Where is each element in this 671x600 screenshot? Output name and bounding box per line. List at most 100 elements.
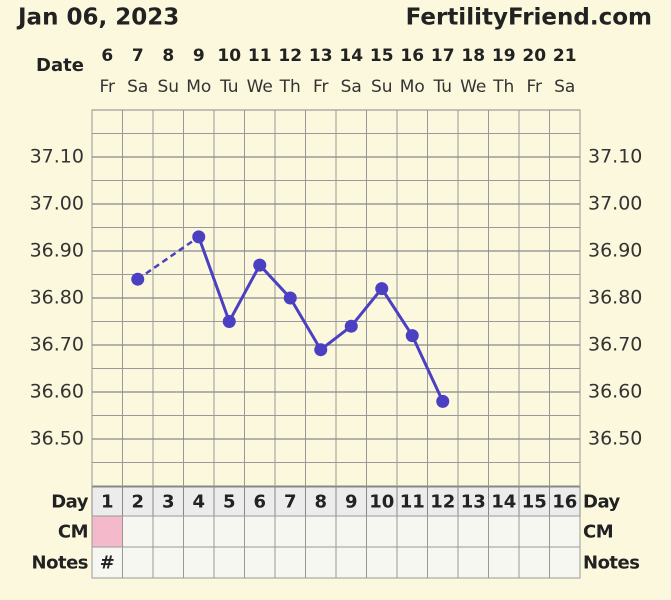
y-tick-label-right: 36.50	[588, 428, 642, 450]
weekday-label: Th	[279, 77, 301, 97]
cm-cell	[427, 515, 459, 548]
notes-cell	[305, 546, 337, 579]
weekday-label: Fr	[99, 77, 115, 97]
cycle-day: 15	[522, 492, 547, 513]
weekday-label: Fr	[313, 77, 329, 97]
notes-cell	[183, 546, 215, 579]
day-cell	[305, 486, 337, 517]
temperature-point	[283, 291, 297, 305]
y-tick-label-right: 36.70	[588, 334, 642, 356]
cm-cell	[213, 515, 245, 548]
temperature-point	[131, 272, 145, 286]
y-tick-label: 36.60	[30, 381, 84, 403]
weekday-label: Sa	[341, 77, 362, 97]
weekday-label: Sa	[554, 77, 575, 97]
notes-cell	[427, 546, 459, 579]
row-label: CM	[58, 522, 88, 543]
y-tick-label: 36.70	[30, 334, 84, 356]
cm-cell	[274, 515, 306, 548]
temperature-point	[314, 343, 328, 357]
cycle-day: 4	[192, 492, 205, 513]
site-name: FertilityFriend.com	[406, 5, 652, 31]
weekday-label: Mo	[400, 77, 425, 97]
date-label: 18	[461, 46, 485, 66]
date-label: 8	[162, 46, 174, 66]
cm-cell	[152, 515, 184, 548]
weekday-label: We	[460, 77, 486, 97]
date-label: 6	[101, 46, 113, 66]
y-tick-label-right: 36.80	[588, 287, 642, 309]
date-label: 15	[370, 46, 394, 66]
temperature-point	[405, 329, 419, 343]
date-label: 12	[278, 46, 302, 66]
cycle-day: 2	[131, 492, 144, 513]
notes-cell	[335, 546, 367, 579]
day-cell	[488, 486, 520, 517]
weekday-label: Tu	[432, 77, 452, 97]
y-tick-label: 36.80	[30, 287, 84, 309]
notes-cell	[457, 546, 489, 579]
cycle-day: 1	[101, 492, 114, 513]
notes-cell	[274, 546, 306, 579]
notes-mark: #	[100, 553, 115, 574]
day-cell	[122, 486, 154, 517]
weekday-label: Mo	[186, 77, 211, 97]
row-label-right: CM	[583, 522, 613, 543]
cm-cell	[122, 515, 154, 548]
weekday-label: Fr	[526, 77, 542, 97]
temperature-point	[222, 315, 236, 328]
cycle-day: 9	[345, 492, 358, 513]
y-tick-label-right: 36.60	[588, 381, 642, 403]
temperature-point	[375, 282, 389, 296]
notes-cell	[549, 546, 581, 579]
weekday-label: Su	[371, 77, 393, 97]
y-tick-label: 36.50	[30, 428, 84, 450]
cycle-day: 3	[162, 492, 175, 513]
cycle-day: 13	[461, 492, 486, 513]
temperature-point	[344, 319, 358, 333]
weekday-label: Sa	[127, 77, 148, 97]
date-label: 14	[339, 46, 363, 66]
day-cell	[91, 486, 123, 517]
date-label: 13	[309, 46, 333, 66]
y-tick-label-right: 37.00	[588, 193, 642, 215]
cm-cell	[518, 515, 550, 548]
gap-connector	[137, 235, 200, 281]
cm-cell	[549, 515, 581, 548]
y-tick-label: 37.10	[30, 146, 84, 168]
cm-cell	[457, 515, 489, 548]
day-cell	[274, 486, 306, 517]
y-tick-label: 37.00	[30, 193, 84, 215]
cycle-day: 5	[223, 492, 236, 513]
cycle-day: 12	[430, 492, 455, 513]
chart-date: Jan 06, 2023	[16, 5, 179, 31]
y-tick-label-right: 37.10	[588, 146, 642, 168]
cycle-day: 14	[491, 492, 516, 513]
notes-cell	[396, 546, 428, 579]
date-label: 19	[492, 46, 516, 66]
notes-cell	[152, 546, 184, 579]
cycle-day: 8	[314, 492, 327, 513]
cm-cell	[396, 515, 428, 548]
cm-cell	[488, 515, 520, 548]
day-cell	[457, 486, 489, 517]
date-label: 11	[248, 46, 272, 66]
notes-cell	[91, 546, 123, 579]
weekday-label: Tu	[219, 77, 239, 97]
weekday-label: We	[247, 77, 273, 97]
temperature-point	[192, 230, 206, 244]
row-label-right: Day	[583, 492, 621, 513]
notes-cell	[366, 546, 398, 579]
notes-cell	[518, 546, 550, 579]
cycle-day: 6	[253, 492, 266, 513]
cycle-day: 10	[369, 492, 394, 513]
temperature-point	[436, 394, 450, 408]
cycle-day: 11	[400, 492, 425, 513]
notes-cell	[213, 546, 245, 579]
date-label: 7	[132, 46, 144, 66]
row-label: Day	[51, 492, 89, 513]
day-cell	[183, 486, 215, 517]
date-label: 9	[193, 46, 205, 66]
notes-cell	[122, 546, 154, 579]
